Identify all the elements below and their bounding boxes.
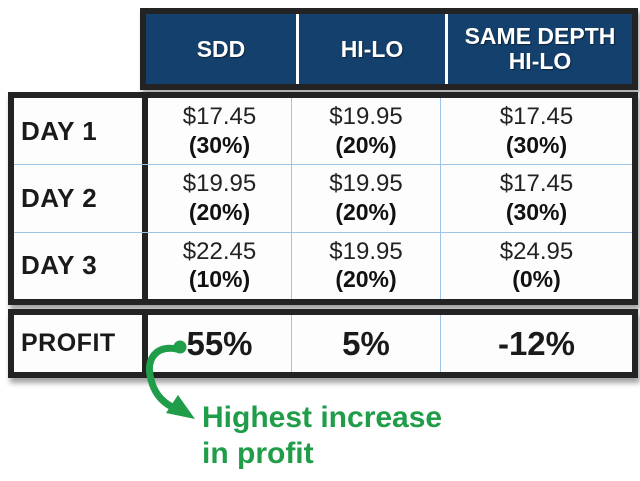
cell-day2-sdd: $19.95 (20%): [148, 165, 292, 232]
row-label-day3: DAY 3: [14, 232, 148, 299]
price-value: $24.95: [499, 237, 574, 265]
table-row-day3: DAY 3 $22.45 (10%) $19.95 (20%) $24.95 (…: [14, 232, 632, 299]
price-value: $19.95: [182, 170, 257, 198]
profit-value-sdd: 55%: [148, 315, 292, 372]
discount-percent: (30%): [505, 199, 568, 226]
profit-value-hilo: 5%: [292, 315, 441, 372]
cell-day3-same-depth: $24.95 (0%): [441, 233, 632, 299]
row-label-profit: PROFIT: [14, 315, 148, 372]
price-value: $17.45: [499, 170, 574, 198]
table-header-row: SDD HI-LO SAME DEPTH HI-LO: [140, 8, 638, 90]
cell-day3-sdd: $22.45 (10%): [148, 232, 292, 299]
table-row-day2: DAY 2 $19.95 (20%) $19.95 (20%) $17.45 (…: [14, 165, 632, 233]
annotation-line2: in profit: [202, 437, 314, 470]
column-header-sdd: SDD: [146, 14, 299, 84]
price-value: $19.95: [329, 237, 403, 265]
price-value: $17.45: [182, 102, 257, 130]
table-row-day1: DAY 1 $17.45 (30%) $19.95 (20%) $17.45 (…: [14, 98, 632, 166]
row-label-day2: DAY 2: [14, 165, 148, 232]
column-header-hilo: HI-LO: [299, 14, 448, 84]
discount-percent: (30%): [505, 131, 568, 158]
annotation-text: Highest increase in profit: [202, 400, 442, 472]
discount-percent: (20%): [335, 131, 397, 158]
cell-day1-same-depth: $17.45 (30%): [441, 98, 632, 164]
row-label-day1: DAY 1: [14, 98, 148, 165]
column-header-same-depth-hilo: SAME DEPTH HI-LO: [464, 23, 616, 74]
price-value: $19.95: [329, 102, 403, 130]
cell-day1-hilo: $19.95 (20%): [292, 98, 441, 165]
annotation-line1: Highest increase: [202, 401, 443, 434]
discount-percent: (10%): [188, 266, 251, 293]
cell-day3-hilo: $19.95 (20%): [292, 232, 441, 299]
discount-percent: (30%): [188, 131, 251, 158]
profit-value-same-depth: -12%: [497, 324, 576, 362]
discount-percent: (0%): [512, 266, 561, 293]
discount-percent: (20%): [335, 266, 397, 293]
discount-percent: (20%): [335, 199, 397, 226]
cell-day2-same-depth: $17.45 (30%): [441, 165, 632, 231]
profit-row: PROFIT 55% 5% -12%: [8, 309, 638, 378]
price-value: $17.45: [499, 102, 574, 130]
cell-day1-sdd: $17.45 (30%): [148, 98, 292, 165]
day-rows-table: DAY 1 $17.45 (30%) $19.95 (20%) $17.45 (…: [8, 92, 638, 305]
cell-day2-hilo: $19.95 (20%): [292, 165, 441, 232]
discount-percent: (20%): [188, 199, 251, 226]
price-value: $22.45: [182, 237, 257, 265]
price-value: $19.95: [329, 170, 403, 198]
